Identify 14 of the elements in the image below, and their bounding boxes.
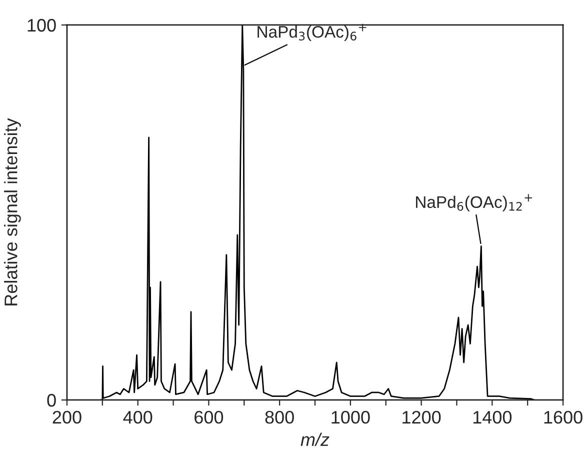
x-tick-label: 1000: [332, 410, 370, 424]
y-axis-title: Relative signal intensity: [4, 118, 21, 306]
x-tick-label: 800: [265, 410, 294, 424]
x-tick-label: 1400: [473, 410, 512, 424]
x-tick-label: 400: [123, 410, 152, 424]
x-tick-label: 600: [194, 410, 224, 424]
y-tick-label: 100: [28, 18, 56, 32]
x-axis-title: m/z: [300, 432, 330, 446]
x-tick-label: 1200: [402, 410, 441, 424]
x-tick-label: 200: [52, 410, 82, 424]
annotation: NaPd$_{6}$(OAc)$_{12}$$^{+}$: [416, 194, 532, 212]
y-tick-label: 0: [47, 394, 56, 407]
x-tick-label: 1600: [544, 410, 582, 424]
line-series: [100, 24, 536, 400]
